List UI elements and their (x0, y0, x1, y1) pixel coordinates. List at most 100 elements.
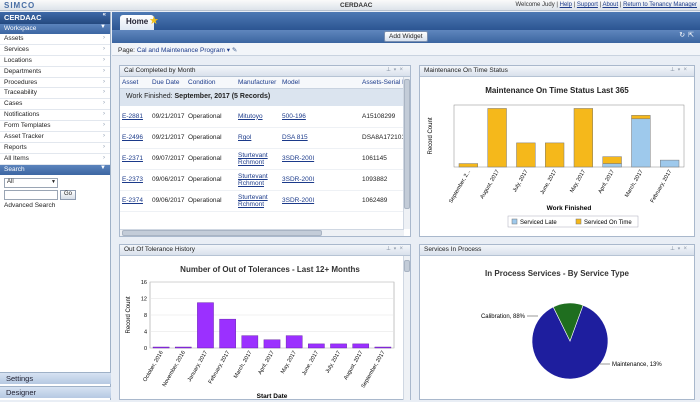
search-header[interactable]: Search ▼ (0, 164, 110, 175)
legend-swatch (575, 218, 582, 225)
search-scope-select[interactable]: All ▼ (4, 177, 58, 188)
chevron-right-icon: › (103, 143, 105, 150)
about-link[interactable]: About (602, 2, 619, 8)
group-row: Work Finished: September, 2017 (5 Record… (120, 89, 404, 106)
go-button[interactable]: Go (60, 189, 77, 200)
cell-model[interactable]: 3SDR-200I (280, 190, 360, 212)
sidebar-item-locations[interactable]: Locations › (0, 56, 110, 67)
x-axis-label: Work Finished (547, 205, 592, 212)
column-header[interactable]: Model (280, 77, 360, 89)
scroll-thumb[interactable] (404, 79, 410, 209)
close-icon[interactable]: × (399, 67, 406, 73)
sidebar-item-form-templates[interactable]: Form Templates › (0, 121, 110, 133)
panel-header: Out Of Tolerance History ⟂▾× (120, 245, 410, 256)
table-row[interactable]: E-2374 09/06/2017 Operational Sturtevant Rc… (120, 190, 404, 212)
sidebar-item-notifications[interactable]: Notifications › (0, 110, 110, 122)
column-header[interactable]: Manufacturer (236, 77, 280, 89)
vertical-scrollbar[interactable] (403, 77, 410, 229)
maintenance-chart: Maintenance On Time Status Last 365 Recor… (428, 86, 685, 228)
cell-mfr[interactable]: Mitutoyo (236, 106, 280, 128)
panel-header: Cal Completed by Month ⟂▾× (120, 66, 410, 77)
settings-tab[interactable]: Settings (0, 372, 111, 384)
tab-home[interactable]: Home (120, 15, 155, 30)
table-row[interactable]: E-2373 09/06/2017 Operational Sturtevant Rc… (120, 169, 404, 191)
bar-serviced-on-time (545, 142, 565, 168)
scroll-thumb[interactable] (404, 260, 410, 272)
page-select[interactable]: Cal and Maintenance Program ▾ (136, 47, 231, 54)
sidebar-item-label: Notifications (4, 111, 40, 119)
settings-icon[interactable]: ▾ (677, 67, 684, 73)
cell-model[interactable]: 500-196 (280, 106, 360, 128)
cell-model[interactable]: DSA 815 (280, 127, 360, 149)
settings-icon[interactable]: ▾ (677, 246, 684, 252)
pin-icon[interactable]: ⟂ (386, 246, 394, 252)
cell-asset[interactable]: E-2374 (120, 190, 150, 212)
cell-model[interactable]: 3SDR-200I (280, 169, 360, 191)
page-bar: Page: Cal and Maintenance Program ▾ ✎ (112, 43, 700, 56)
dropdown-arrow-icon: ▼ (51, 178, 56, 185)
sidebar-item-assets[interactable]: Assets › (0, 34, 110, 45)
cell-asset[interactable]: E-2371 (120, 148, 150, 170)
column-header[interactable]: Condition (186, 77, 236, 89)
x-tick-label: March, 2017 (624, 169, 644, 198)
sidebar-item-departments[interactable]: Departments › (0, 67, 110, 78)
pin-icon[interactable]: ⟂ (670, 67, 678, 73)
close-icon[interactable]: × (683, 246, 690, 252)
bar (197, 302, 214, 349)
designer-tab[interactable]: Designer (0, 386, 111, 398)
cell-asset[interactable]: E-2373 (120, 169, 150, 191)
table-row[interactable]: E-2371 09/07/2017 Operational Sturtevant Rc… (120, 148, 404, 170)
workspace-header[interactable]: Workspace ▼ (0, 24, 110, 34)
tenancy-manager-link[interactable]: Return to Tenancy Manager (623, 2, 697, 8)
add-tab-star-icon[interactable]: ★ (149, 15, 159, 27)
cell-condition: Operational (186, 106, 236, 128)
sidebar-item-traceability[interactable]: Traceability › (0, 88, 110, 100)
add-widget-button[interactable]: Add Widget (384, 31, 428, 42)
workspace-label: Workspace (4, 25, 37, 32)
horizontal-scrollbar[interactable] (120, 229, 404, 236)
advanced-search-link[interactable]: Advanced Search (4, 201, 56, 209)
table-row[interactable]: E-2496 09/21/2017 Operational Rgol DSA 815 DS… (120, 127, 404, 149)
cell-model[interactable]: 3SDR-200I (280, 148, 360, 170)
sidebar-item-cases[interactable]: Cases › (0, 99, 110, 111)
x-axis-label: Start Date (257, 393, 288, 400)
pin-icon[interactable]: ✎ (231, 47, 238, 54)
cell-mfr[interactable]: Sturtevant Rchmont (236, 169, 280, 191)
vertical-scrollbar[interactable] (403, 256, 410, 400)
sidebar-item-procedures[interactable]: Procedures › (0, 78, 110, 89)
cell-mfr[interactable]: Sturtevant Rchmont (236, 148, 280, 170)
scroll-thumb[interactable] (122, 230, 322, 236)
collapse-all-icon[interactable]: ⇱ (688, 32, 697, 39)
column-header[interactable]: Asset (120, 77, 150, 89)
chevron-right-icon: › (103, 35, 105, 41)
settings-icon[interactable]: ▾ (393, 67, 400, 73)
column-header[interactable]: Due Date (150, 77, 186, 89)
collapse-icon[interactable]: « (102, 12, 106, 18)
support-link[interactable]: Support (576, 2, 598, 8)
settings-icon[interactable]: ▾ (393, 246, 400, 252)
x-tick-label: March, 2017 (233, 350, 253, 379)
table-row[interactable]: E-2881 09/21/2017 Operational Mitutoyo 500-1… (120, 106, 404, 128)
help-link[interactable]: Help (559, 2, 572, 8)
sidebar-item-asset-tracker[interactable]: Asset Tracker › (0, 132, 110, 143)
search-input[interactable] (4, 189, 58, 200)
sidebar-item-services[interactable]: Services › (0, 45, 110, 56)
legend (507, 215, 639, 228)
cell-asset[interactable]: E-2496 (120, 127, 150, 149)
cell-mfr[interactable]: Sturtevant Rchmont (236, 190, 280, 212)
sidebar-item-all-items[interactable]: All Items › (0, 154, 110, 165)
sidebar-item-reports[interactable]: Reports › (0, 143, 110, 154)
search-title: Search (4, 165, 25, 173)
pin-icon[interactable]: ⟂ (670, 246, 678, 252)
cell-mfr[interactable]: Rgol (236, 127, 280, 149)
service-type-pie: In Process Services - By Service Type Cal… (481, 269, 662, 380)
column-header[interactable]: Assets-Serial N (360, 77, 404, 89)
chevron-right-icon: › (103, 89, 105, 96)
bar-serviced-on-time (631, 115, 651, 120)
close-icon[interactable]: × (399, 246, 406, 252)
refresh-icon[interactable]: ↻ (679, 32, 689, 39)
close-icon[interactable]: × (683, 67, 690, 73)
slice-label: Calibration, 88% (481, 314, 526, 320)
cell-asset[interactable]: E-2881 (120, 106, 150, 128)
pin-icon[interactable]: ⟂ (386, 67, 394, 73)
